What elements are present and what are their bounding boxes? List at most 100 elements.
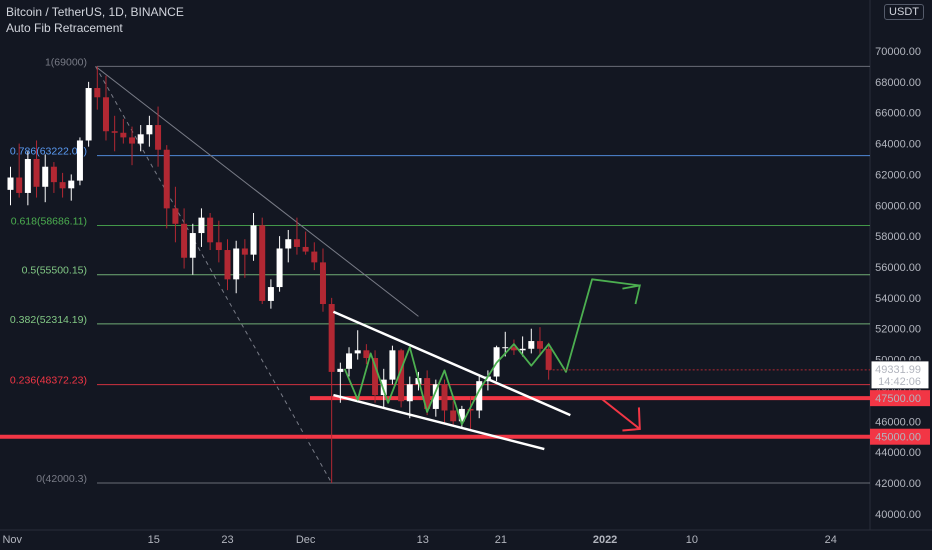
candle-body: [545, 348, 552, 370]
price-tick-label: 66000.00: [875, 108, 921, 120]
candle-body: [94, 88, 101, 98]
candle-body: [536, 341, 543, 349]
candle-body: [363, 350, 370, 359]
candle-body: [519, 348, 526, 351]
candle-body: [172, 208, 179, 224]
fib-level-label: 0.618(58686.11): [11, 216, 87, 228]
candle-body: [241, 248, 248, 255]
time-tick-label: 15: [148, 534, 160, 546]
wedge-upper-line: [332, 310, 571, 417]
price-tick-label: 42000.00: [875, 478, 921, 490]
candle-body: [450, 410, 457, 422]
candle-body: [224, 250, 231, 280]
fib-level-label: 1(69000): [45, 56, 87, 68]
price-tick-label: 44000.00: [875, 447, 921, 459]
candle-body: [467, 408, 474, 411]
projection-arrowhead: [622, 284, 641, 305]
candle-body: [146, 125, 153, 135]
candle-body: [129, 137, 136, 144]
candle-body: [311, 251, 318, 263]
breakdown-arrowhead: [622, 407, 641, 432]
price-tick-label: 52000.00: [875, 324, 921, 336]
fib-level-label: 0.5(55500.15): [22, 265, 87, 277]
candle-body: [398, 350, 405, 402]
candle-body: [16, 177, 23, 193]
candle-body: [7, 177, 14, 190]
candle-body: [155, 125, 162, 150]
candle-body: [276, 248, 283, 288]
chart-legend: Bitcoin / TetherUS, 1D, BINANCE Auto Fib…: [6, 4, 184, 36]
last-price-countdown: 14:42:06: [878, 376, 921, 388]
candle-body: [207, 217, 214, 243]
time-tick-label: Dec: [296, 534, 316, 546]
candle-body: [389, 350, 396, 380]
candle-body: [181, 223, 188, 258]
candle-body: [137, 134, 144, 144]
candle-body: [85, 88, 92, 141]
currency-badge[interactable]: USDT: [884, 4, 924, 20]
price-tick-label: 54000.00: [875, 293, 921, 305]
price-tick-label: 70000.00: [875, 46, 921, 58]
price-tick-label: 58000.00: [875, 231, 921, 243]
fib-level-label: 0.382(52314.19): [10, 314, 87, 326]
time-tick-label: 13: [417, 534, 429, 546]
candle-body: [432, 384, 439, 409]
projection-path: [343, 278, 640, 426]
time-tick-label: 2022: [593, 534, 617, 546]
candle-body: [76, 140, 83, 181]
price-tick-label: 64000.00: [875, 139, 921, 151]
candle-body: [163, 149, 170, 209]
candle-body: [215, 242, 222, 251]
candle-body: [528, 341, 535, 349]
price-tick-label: 46000.00: [875, 416, 921, 428]
candle-body: [102, 97, 109, 132]
candle-body: [476, 381, 483, 411]
time-tick-label: Nov: [2, 534, 22, 546]
candle-body: [346, 353, 353, 369]
candle-body: [380, 379, 387, 396]
support-price-label: 45000.00: [875, 432, 921, 444]
candle-body: [111, 131, 118, 133]
symbol-title: Bitcoin / TetherUS, 1D, BINANCE: [6, 5, 184, 19]
candle-body: [354, 350, 361, 354]
time-tick-label: 23: [221, 534, 233, 546]
candle-body: [510, 347, 517, 351]
wedge-lower-line: [333, 393, 545, 451]
candle-body: [233, 248, 240, 280]
candle-body: [285, 239, 292, 249]
fib-level-label: 0(42000.3): [36, 473, 87, 485]
candle-body: [372, 358, 379, 396]
candle-body: [198, 217, 205, 234]
price-tick-label: 62000.00: [875, 169, 921, 181]
candle-body: [502, 347, 509, 349]
candle-body: [120, 132, 127, 138]
candle-body: [293, 239, 300, 247]
candle-body: [50, 166, 57, 183]
candle-body: [42, 166, 49, 187]
price-axis: [870, 0, 932, 550]
candle-body: [189, 233, 196, 258]
candle-body: [24, 159, 31, 193]
candle-body: [59, 182, 66, 189]
candle-body: [33, 159, 40, 187]
fib-level-label: 0.786(63222.06): [10, 146, 87, 158]
last-price-tag: [870, 360, 930, 390]
time-tick-label: 24: [825, 534, 837, 546]
candle-body: [259, 225, 266, 301]
candle-body: [337, 368, 344, 372]
price-tick-label: 68000.00: [875, 77, 921, 89]
support-price-tag: [870, 428, 930, 445]
candle-body: [319, 262, 326, 305]
time-tick-label: 21: [495, 534, 507, 546]
last-price-label: 49331.99: [875, 364, 921, 376]
price-tick-label: 40000.00: [875, 509, 921, 521]
candle-body: [458, 408, 465, 422]
candle-body: [68, 180, 75, 189]
time-tick-label: 10: [686, 534, 698, 546]
candle-body: [328, 304, 335, 372]
candle-body: [424, 378, 431, 409]
candle-body: [302, 246, 309, 252]
price-tick-label: 56000.00: [875, 262, 921, 274]
indicator-name: Auto Fib Retracement: [6, 21, 123, 35]
